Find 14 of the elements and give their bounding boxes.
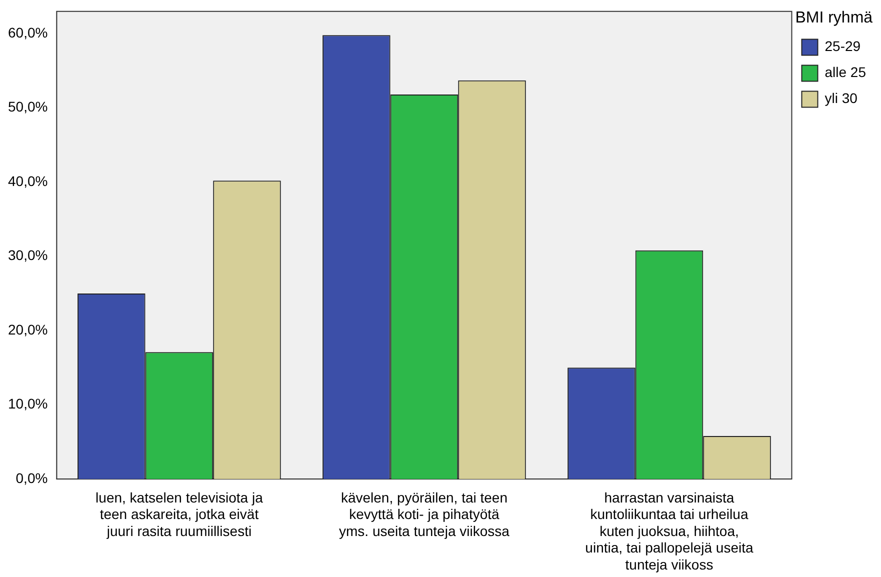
legend-title: BMI ryhmä: [795, 9, 873, 26]
y-tick-label: 30,0%: [8, 247, 48, 264]
y-tick-label: 0,0%: [16, 470, 48, 486]
x-tick-label: harrastan varsinaista kuntoliikuntaa tai urheilua kuten juoksua, hiihtoa, uintia, tai pallopelejä useita tunteja viikoss: [585, 489, 754, 572]
y-tick-label: 40,0%: [8, 172, 48, 189]
x-tick-label: kävelen, pyöräilen, tai teen kevyttä koti- ja pihatyötä yms. useita tunteja viikossa: [339, 489, 510, 539]
y-tick-label: 20,0%: [8, 321, 48, 338]
legend-label: yli 30: [824, 90, 858, 106]
x-tick-label: luen, katselen televisiota ja teen askareita, jotka eivät juuri rasita ruumiillisesti: [96, 489, 264, 539]
y-tick-label: 10,0%: [8, 396, 48, 412]
legend-label: alle 25: [824, 64, 866, 80]
legend-label: 25-29: [824, 38, 861, 54]
y-tick-label: 60,0%: [8, 24, 48, 41]
y-tick-label: 50,0%: [8, 98, 48, 115]
